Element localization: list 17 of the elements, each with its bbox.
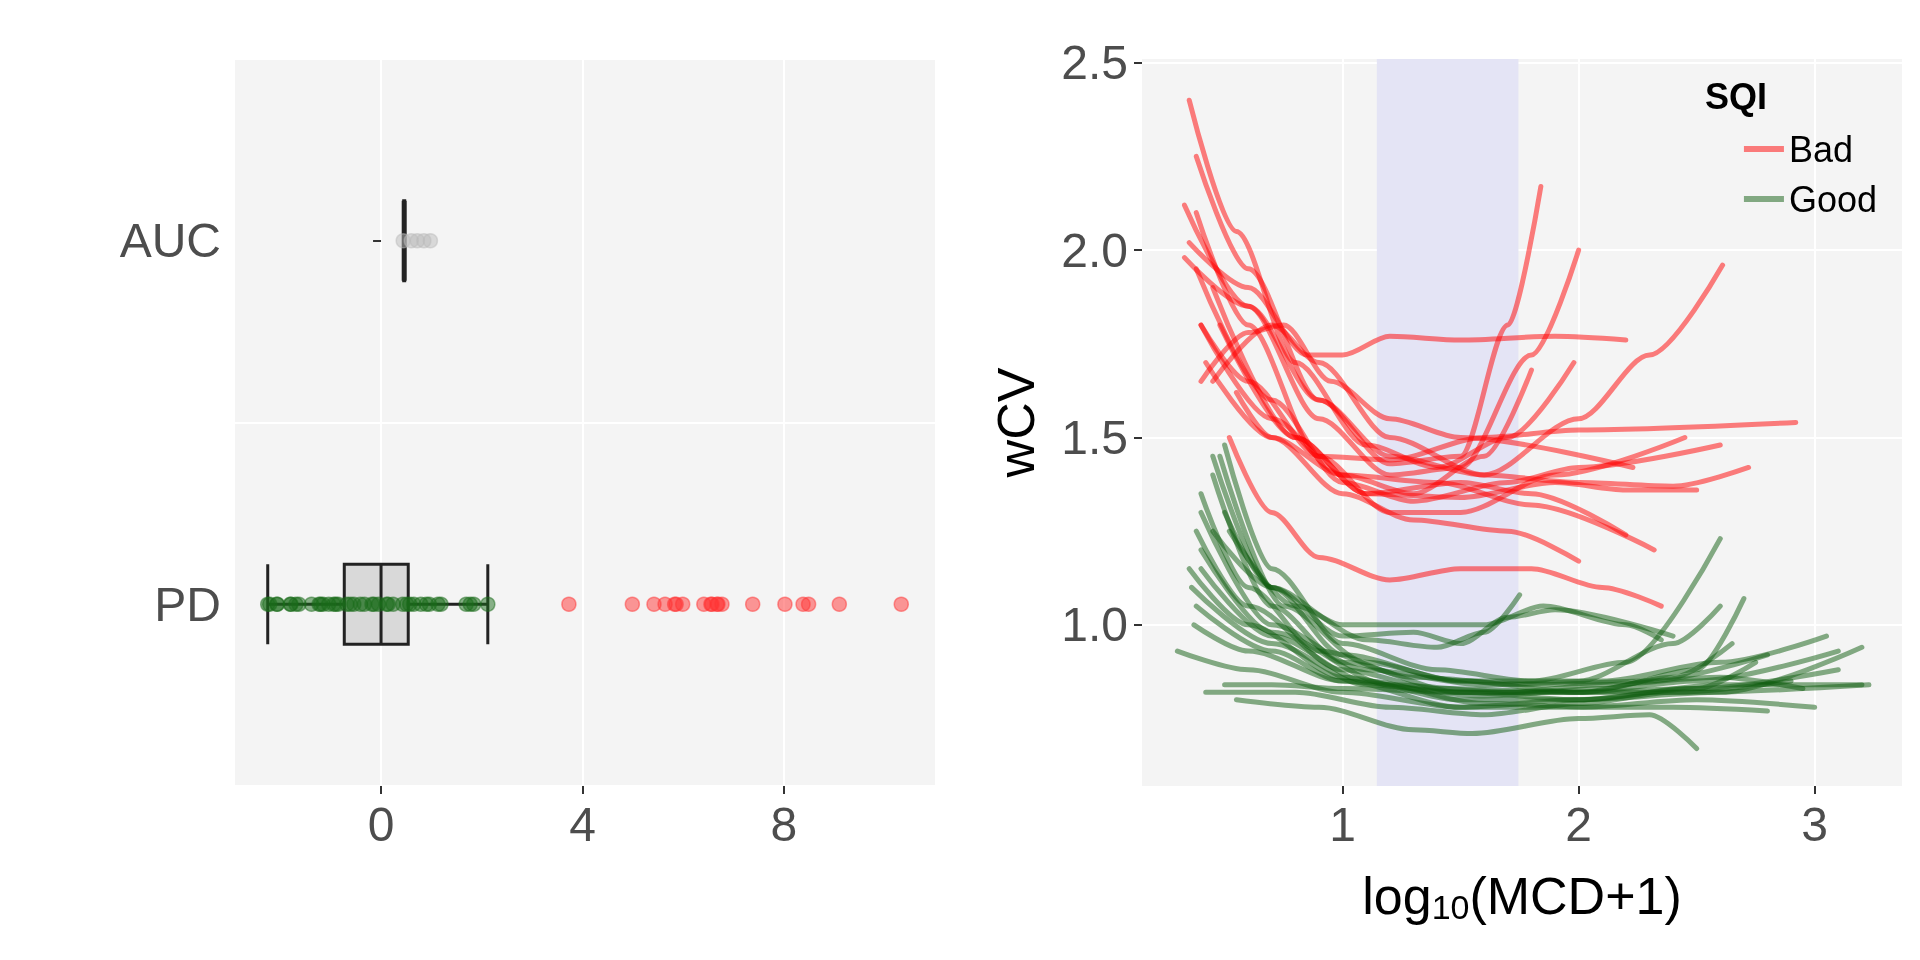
x-tick-label: 0	[367, 797, 395, 851]
x-tick-label: 8	[770, 797, 798, 851]
y-axis-title: wCV	[987, 367, 1045, 479]
x-tick-label: 2	[1565, 797, 1592, 851]
legend-title: SQI	[1704, 75, 1767, 117]
x-axis-title: log10(MCD+1)	[1362, 867, 1682, 926]
y-tick-label: 1.0	[1061, 598, 1128, 652]
legend-label: Good	[1788, 178, 1878, 220]
y-tick-label: 2.0	[1061, 223, 1128, 277]
x-tick-label: 4	[569, 797, 596, 851]
y-tick-label: AUC	[119, 214, 221, 268]
y-tick-label: 1.5	[1061, 410, 1128, 464]
x-tick-label: 3	[1801, 797, 1829, 851]
x-tick-label: 1	[1329, 797, 1356, 851]
y-tick-label: 2.5	[1061, 36, 1128, 90]
y-tick-label: PD	[154, 577, 221, 631]
legend-label: Bad	[1788, 128, 1853, 170]
